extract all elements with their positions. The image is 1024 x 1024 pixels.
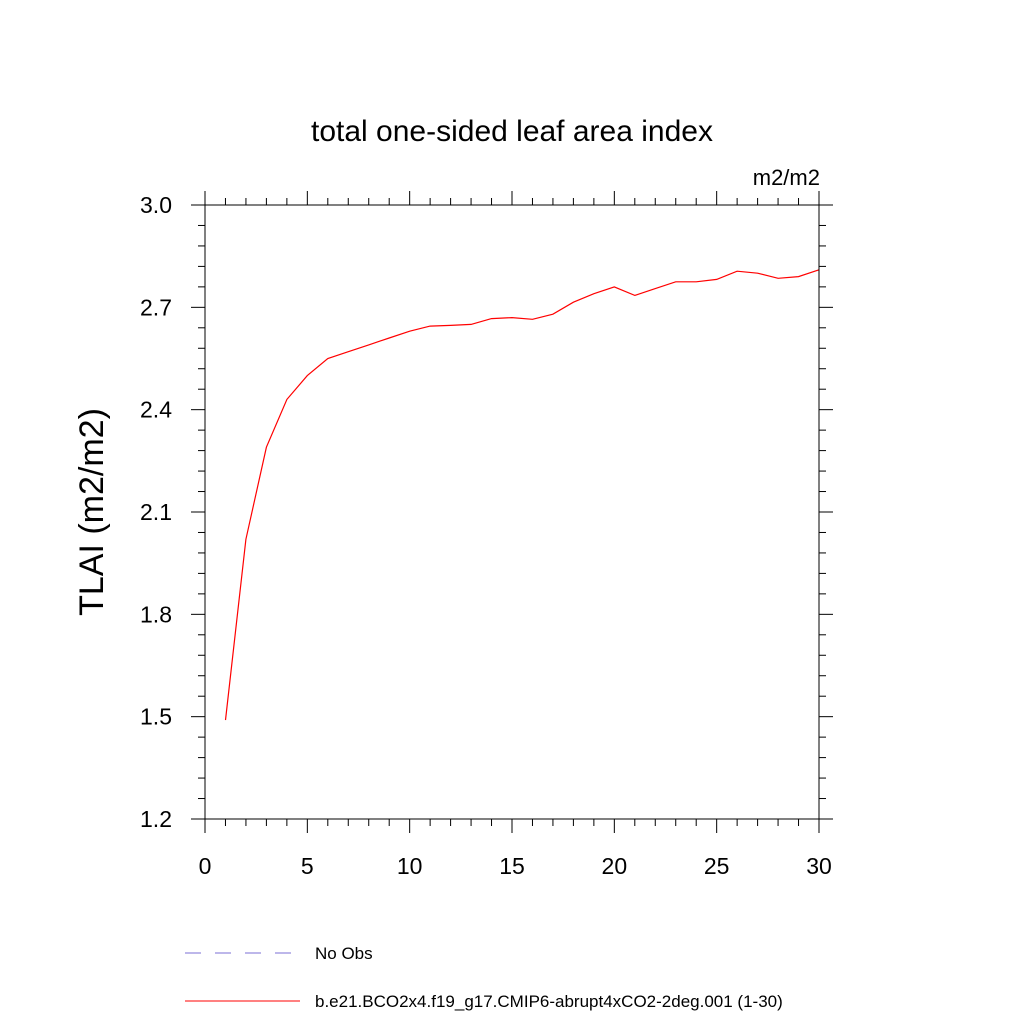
x-tick-label: 25 — [704, 853, 730, 879]
chart-title: total one-sided leaf area index — [311, 115, 713, 148]
y-tick-label: 2.1 — [140, 499, 172, 525]
units-label: m2/m2 — [753, 165, 820, 190]
y-tick-label: 3.0 — [140, 192, 172, 218]
y-tick-label: 1.8 — [140, 601, 172, 627]
x-tick-label: 30 — [806, 853, 832, 879]
x-tick-label: 20 — [602, 853, 628, 879]
x-tick-label: 10 — [397, 853, 423, 879]
legend-label-1: b.e21.BCO2x4.f19_g17.CMIP6-abrupt4xCO2-2… — [315, 992, 783, 1011]
y-tick-label: 1.5 — [140, 704, 172, 730]
series-lines — [224, 269, 820, 721]
series-line-1 — [224, 269, 820, 721]
y-tick-label: 1.2 — [140, 806, 172, 832]
axis-ticks: 0 5 10 15 20 25 30 1.2 1.5 1.8 2.1 2.4 2.7 3.0 — [140, 191, 833, 879]
y-axis-label: TLAI (m2/m2) — [73, 408, 111, 616]
legend-label-0: No Obs — [315, 944, 373, 963]
y-tick-label: 2.4 — [140, 397, 172, 423]
x-tick-label: 5 — [301, 853, 314, 879]
plot-frame — [204, 204, 820, 820]
x-tick-label: 15 — [499, 853, 525, 879]
y-tick-label: 2.7 — [140, 294, 172, 320]
x-tick-label: 0 — [199, 853, 212, 879]
legend: No Obs b.e21.BCO2x4.f19_g17.CMIP6-abrupt4… — [185, 944, 783, 1011]
